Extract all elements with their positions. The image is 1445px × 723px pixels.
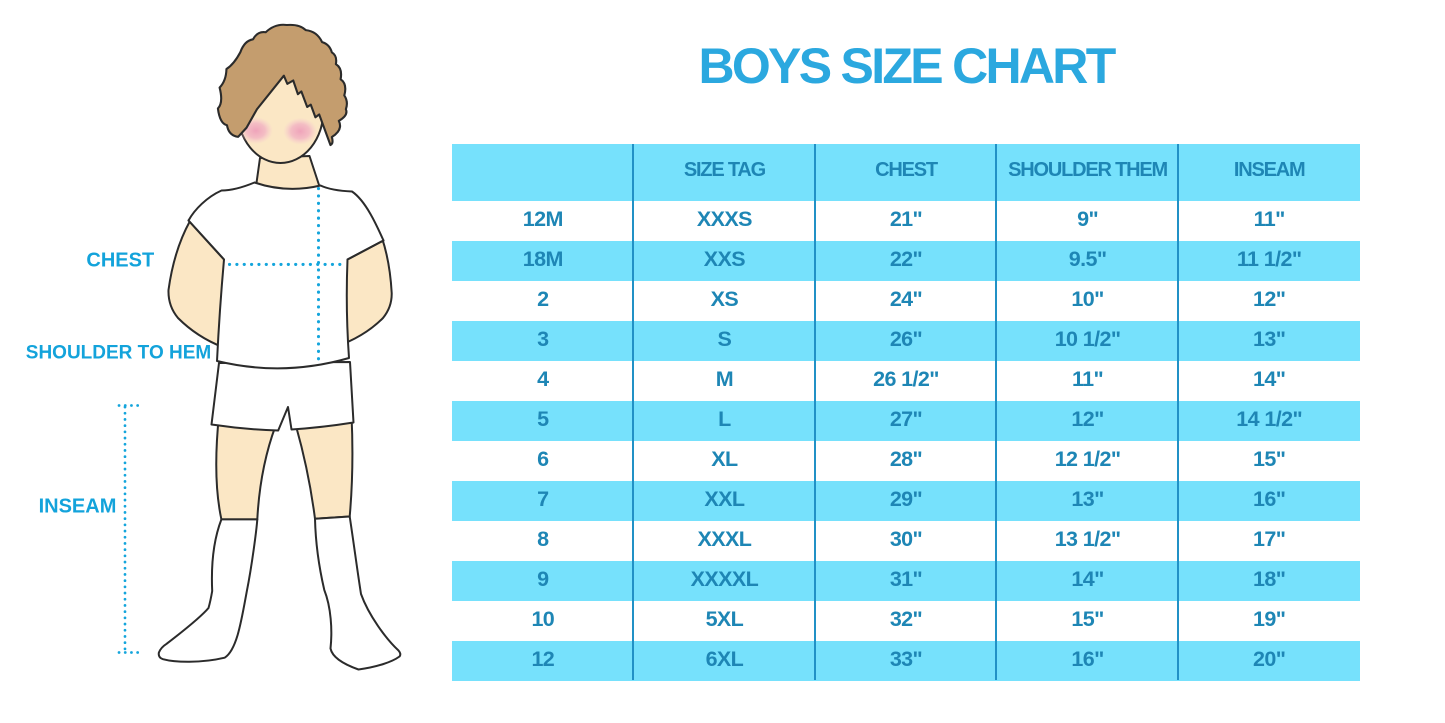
svg-text:CHEST: CHEST [86, 250, 154, 272]
svg-text:SHOULDER TO HEM: SHOULDER TO HEM [26, 343, 211, 364]
svg-text:INSEAM: INSEAM [39, 496, 117, 518]
